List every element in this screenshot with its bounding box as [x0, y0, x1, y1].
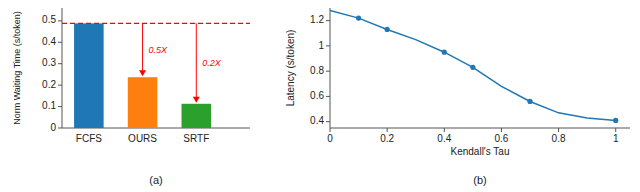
y-axis-label: Latency (s/token): [285, 30, 296, 107]
point: [442, 50, 447, 55]
x-tick: [444, 128, 445, 132]
y-tick-label: 1.2: [310, 14, 324, 25]
x-tick: [330, 128, 331, 132]
x-tick-label: OURS: [128, 133, 157, 144]
point: [470, 65, 475, 70]
y-tick-label: 0.6: [310, 90, 324, 101]
y-tick: [326, 71, 330, 72]
annotation-arrow: [196, 23, 197, 97]
annotation-arrowhead: [193, 97, 200, 103]
y-tick-label: 0.4: [310, 115, 324, 126]
y-axis-label: Norm Waiting Time (s/token): [12, 11, 22, 125]
point: [385, 27, 390, 32]
annotation-arrowhead: [139, 70, 146, 76]
x-tick-label: 0.8: [552, 133, 566, 144]
reference-line: [62, 23, 250, 24]
y-tick-label: 1: [318, 40, 324, 51]
y-tick-label: 0.8: [310, 65, 324, 76]
x-tick: [501, 128, 502, 132]
y-tick: [326, 121, 330, 122]
x-tick-label: SRTF: [183, 133, 209, 144]
y-tick-label: 0.4: [42, 36, 56, 47]
plot-area: [62, 23, 250, 128]
y-tick: [58, 63, 62, 64]
y-axis-line: [62, 8, 63, 128]
x-tick-label: 1: [613, 133, 619, 144]
x-tick-label: 0.2: [380, 133, 394, 144]
x-tick: [615, 128, 616, 132]
y-tick-label: 0.5: [42, 14, 56, 25]
y-axis-line: [330, 8, 331, 128]
y-tick: [58, 20, 62, 21]
x-tick: [387, 128, 388, 132]
x-tick-label: 0: [327, 133, 333, 144]
plot-area: [330, 11, 618, 123]
point: [527, 99, 532, 104]
annotation-text: 0.2X: [202, 58, 222, 68]
line: [330, 11, 616, 121]
figure: 0 0.1 0.2 0.3 0.4 0.5 Norm Waiting Time (s/tok…: [0, 0, 640, 192]
y-tick-label: 0.1: [42, 100, 56, 111]
y-tick: [326, 96, 330, 97]
x-axis-line: [330, 128, 630, 129]
panel-caption: (b): [473, 174, 486, 186]
x-tick-label: 0.4: [437, 133, 451, 144]
x-tick-label: 0.6: [494, 133, 508, 144]
line-chart: 0.4 0.6 0.8 1 1.2 Latency (s/token) (b) 0 0.2 0.4…: [285, 8, 630, 186]
x-tick-label: FCFS: [76, 133, 102, 144]
panel-caption: (a): [149, 174, 162, 186]
point: [356, 16, 361, 21]
y-tick: [58, 42, 62, 43]
y-tick: [326, 45, 330, 46]
bar-chart: 0 0.1 0.2 0.3 0.4 0.5 Norm Waiting Time (s/tok…: [12, 8, 250, 186]
y-tick-label: 0.2: [42, 79, 56, 90]
bar: [128, 77, 158, 128]
y-tick: [58, 85, 62, 86]
y-tick: [58, 128, 62, 129]
bar: [74, 23, 104, 128]
y-tick: [58, 106, 62, 107]
point: [613, 118, 618, 123]
annotation-arrow: [142, 23, 143, 71]
y-tick: [326, 20, 330, 21]
annotation-text: 0.5X: [149, 45, 169, 55]
x-axis-label: Kendall's Tau: [451, 146, 510, 157]
y-tick-label: 0: [50, 122, 56, 133]
y-tick-label: 0.3: [42, 57, 56, 68]
x-tick: [558, 128, 559, 132]
bar: [182, 104, 212, 128]
